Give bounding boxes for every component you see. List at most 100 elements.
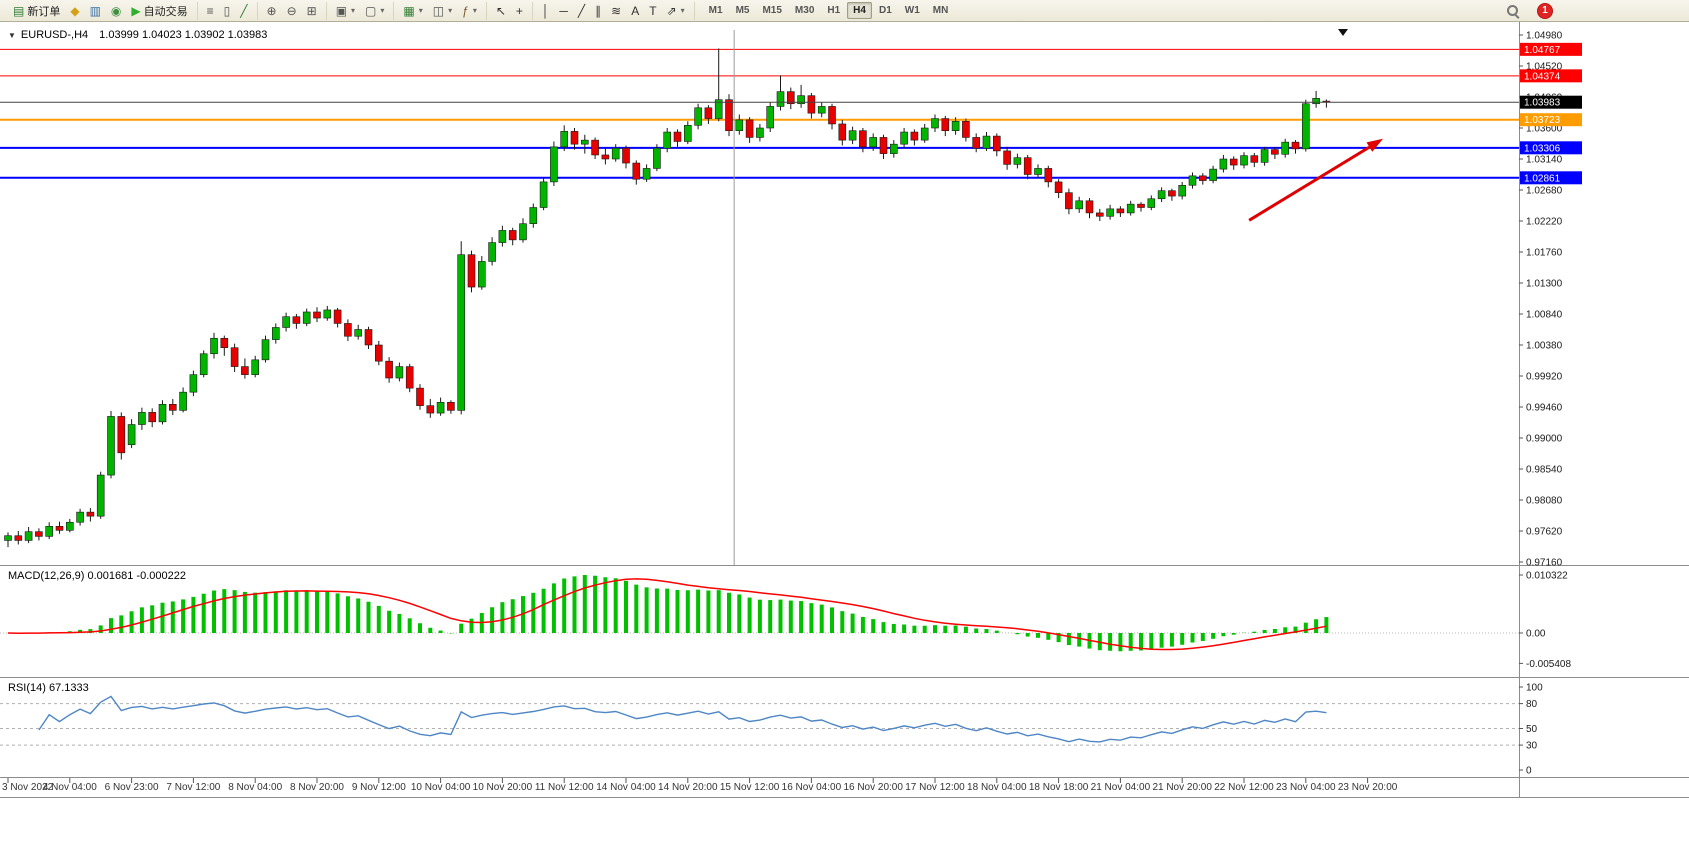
search-icon — [1507, 4, 1520, 19]
svg-text:8 Nov 04:00: 8 Nov 04:00 — [228, 782, 282, 793]
svg-text:80: 80 — [1526, 699, 1538, 710]
zoom-in-button[interactable]: ⊕ — [263, 3, 281, 19]
chevron-down-icon: ▾ — [418, 6, 423, 15]
arrows-icon: ⇗ — [666, 3, 677, 18]
arrows-button[interactable]: ⇗ ▾ — [663, 3, 689, 19]
svg-text:1.01300: 1.01300 — [1526, 279, 1563, 290]
timeframe-D1-button[interactable]: D1 — [878, 5, 892, 16]
horizontal-lines-layer[interactable] — [0, 48, 1519, 179]
line-chart-button[interactable]: ╱ — [236, 3, 251, 19]
price-axis[interactable]: 1.049801.045201.040601.036001.031401.026… — [1519, 31, 1582, 569]
svg-text:10 Nov 20:00: 10 Nov 20:00 — [473, 782, 533, 793]
svg-text:18 Nov 04:00: 18 Nov 04:00 — [967, 782, 1027, 793]
auto-arrange-icon: ▣ — [335, 3, 348, 18]
horizontal-line-button[interactable]: ─ — [555, 3, 572, 19]
chevron-down-icon: ▾ — [380, 6, 385, 15]
toolbar-left: ▤ 新订单 ◆ ▥ ◉ ▶ 自动交易 ≡ ▯ ╱ ⊕ ⊖ ⊞ ▣ ▾ ▢ ▾ ▦ ▾ ◫ ▾ ƒ ▾ ↖ + │ ─ ╱ ∥ ≋ A T ⇗ ▾ — [4, 0, 695, 21]
svg-text:0.97160: 0.97160 — [1526, 558, 1563, 569]
frame-layer — [0, 22, 1689, 798]
svg-text:10 Nov 04:00: 10 Nov 04:00 — [411, 782, 471, 793]
svg-text:0.99460: 0.99460 — [1526, 403, 1563, 414]
chart-title: ▼ EURUSD-,H4 1.03999 1.04023 1.03902 1.0… — [8, 29, 267, 41]
search-button[interactable] — [1503, 3, 1523, 19]
price-chart-svg[interactable]: 1.049801.045201.040601.036001.031401.026… — [0, 22, 1689, 858]
trendline-button[interactable]: ╱ — [574, 3, 589, 19]
navigator-button[interactable]: ◉ — [107, 3, 125, 19]
navigator-icon: ◉ — [110, 3, 122, 18]
horizontal-line-icon: ─ — [559, 3, 568, 18]
zoom-out-icon: ⊖ — [286, 3, 297, 18]
trend-arrow-annotation[interactable] — [1248, 138, 1384, 222]
macd-indicator-label: MACD(12,26,9) 0.001681 -0.000222 — [8, 570, 186, 582]
tile-windows-icon: ⊞ — [306, 3, 317, 18]
svg-text:4 Nov 04:00: 4 Nov 04:00 — [43, 782, 97, 793]
svg-text:1.04767: 1.04767 — [1524, 45, 1561, 56]
svg-text:1.03723: 1.03723 — [1524, 115, 1561, 126]
autotrade-button[interactable]: ▶ 自动交易 — [127, 1, 191, 21]
vertical-line-icon: │ — [541, 3, 550, 18]
timeframe-H4-button[interactable]: H4 — [847, 2, 872, 19]
annotations-layer[interactable] — [733, 30, 1384, 565]
svg-text:1.01760: 1.01760 — [1526, 248, 1563, 259]
svg-text:9 Nov 12:00: 9 Nov 12:00 — [352, 782, 406, 793]
timeframe-M5-button[interactable]: M5 — [735, 5, 750, 16]
new-order-button[interactable]: ▤ 新订单 — [9, 1, 64, 21]
svg-text:16 Nov 20:00: 16 Nov 20:00 — [843, 782, 903, 793]
tile-windows-button[interactable]: ⊞ — [303, 3, 321, 19]
candlestick-chart-button[interactable]: ▯ — [220, 3, 235, 19]
crosshair-button[interactable]: + — [512, 3, 527, 19]
track-chart-button[interactable]: ▢ ▾ — [361, 3, 388, 19]
fibonacci-button[interactable]: ≋ — [607, 3, 625, 19]
svg-text:22 Nov 12:00: 22 Nov 12:00 — [1214, 782, 1274, 793]
svg-text:50: 50 — [1526, 724, 1538, 735]
equidistant-channel-button[interactable]: ∥ — [591, 3, 605, 19]
timeframe-M30-button[interactable]: M30 — [794, 5, 815, 16]
vertical-line-button[interactable]: │ — [538, 3, 554, 19]
rsi-indicator-label: RSI(14) 67.1333 — [8, 682, 89, 694]
auto-arrange-button[interactable]: ▣ ▾ — [332, 3, 359, 19]
svg-text:0.99920: 0.99920 — [1526, 372, 1563, 383]
zoom-out-button[interactable]: ⊖ — [283, 3, 301, 19]
svg-text:16 Nov 04:00: 16 Nov 04:00 — [782, 782, 842, 793]
svg-text:1.03600: 1.03600 — [1526, 124, 1563, 135]
chevron-down-icon: ▾ — [680, 6, 685, 15]
cursor-button[interactable]: ↖ — [492, 3, 510, 19]
chevron-down-icon: ▾ — [472, 6, 477, 15]
svg-text:1.04520: 1.04520 — [1526, 62, 1563, 73]
notification-badge[interactable]: 1 — [1537, 2, 1553, 19]
timeframe-M1-button[interactable]: M1 — [708, 5, 723, 16]
track-chart-icon: ▢ — [365, 3, 377, 18]
text-icon: A — [631, 3, 640, 18]
candles-layer — [4, 48, 1331, 548]
timeframe-M15-button[interactable]: M15 — [762, 5, 782, 16]
text-label-icon: T — [649, 3, 657, 18]
cursor-icon: ↖ — [495, 3, 506, 18]
svg-text:0: 0 — [1526, 766, 1532, 777]
timeframe-H1-button[interactable]: H1 — [827, 5, 841, 16]
chevron-down-icon: ▼ — [8, 30, 16, 40]
svg-text:30: 30 — [1526, 741, 1538, 752]
text-label-button[interactable]: T — [645, 3, 660, 19]
text-button[interactable]: A — [627, 3, 643, 19]
timeframe-MN-button[interactable]: MN — [932, 5, 949, 16]
svg-text:21 Nov 04:00: 21 Nov 04:00 — [1091, 782, 1151, 793]
line-chart-icon: ╱ — [240, 3, 248, 18]
data-window-button[interactable]: ▥ — [86, 3, 105, 19]
candlestick-chart-icon: ▯ — [223, 3, 231, 18]
svg-text:1.00380: 1.00380 — [1526, 341, 1563, 352]
profiles-button[interactable]: ◫ ▾ — [429, 3, 456, 19]
bar-chart-button[interactable]: ≡ — [203, 3, 218, 19]
svg-text:11 Nov 12:00: 11 Nov 12:00 — [535, 782, 594, 793]
svg-text:1.04374: 1.04374 — [1524, 71, 1561, 82]
new-chart-button[interactable]: ▦ ▾ — [399, 3, 426, 19]
fibonacci-icon: ≋ — [611, 3, 622, 18]
autotrade-icon: ▶ — [131, 3, 141, 18]
market-watch-button[interactable]: ◆ — [66, 3, 83, 19]
svg-text:21 Nov 20:00: 21 Nov 20:00 — [1152, 782, 1212, 793]
indicators-button[interactable]: ƒ ▾ — [458, 3, 481, 19]
toolbar-right: 1 — [1503, 2, 1553, 19]
svg-text:23 Nov 20:00: 23 Nov 20:00 — [1338, 782, 1398, 793]
timeframe-W1-button[interactable]: W1 — [904, 5, 920, 16]
svg-text:14 Nov 04:00: 14 Nov 04:00 — [596, 782, 656, 793]
